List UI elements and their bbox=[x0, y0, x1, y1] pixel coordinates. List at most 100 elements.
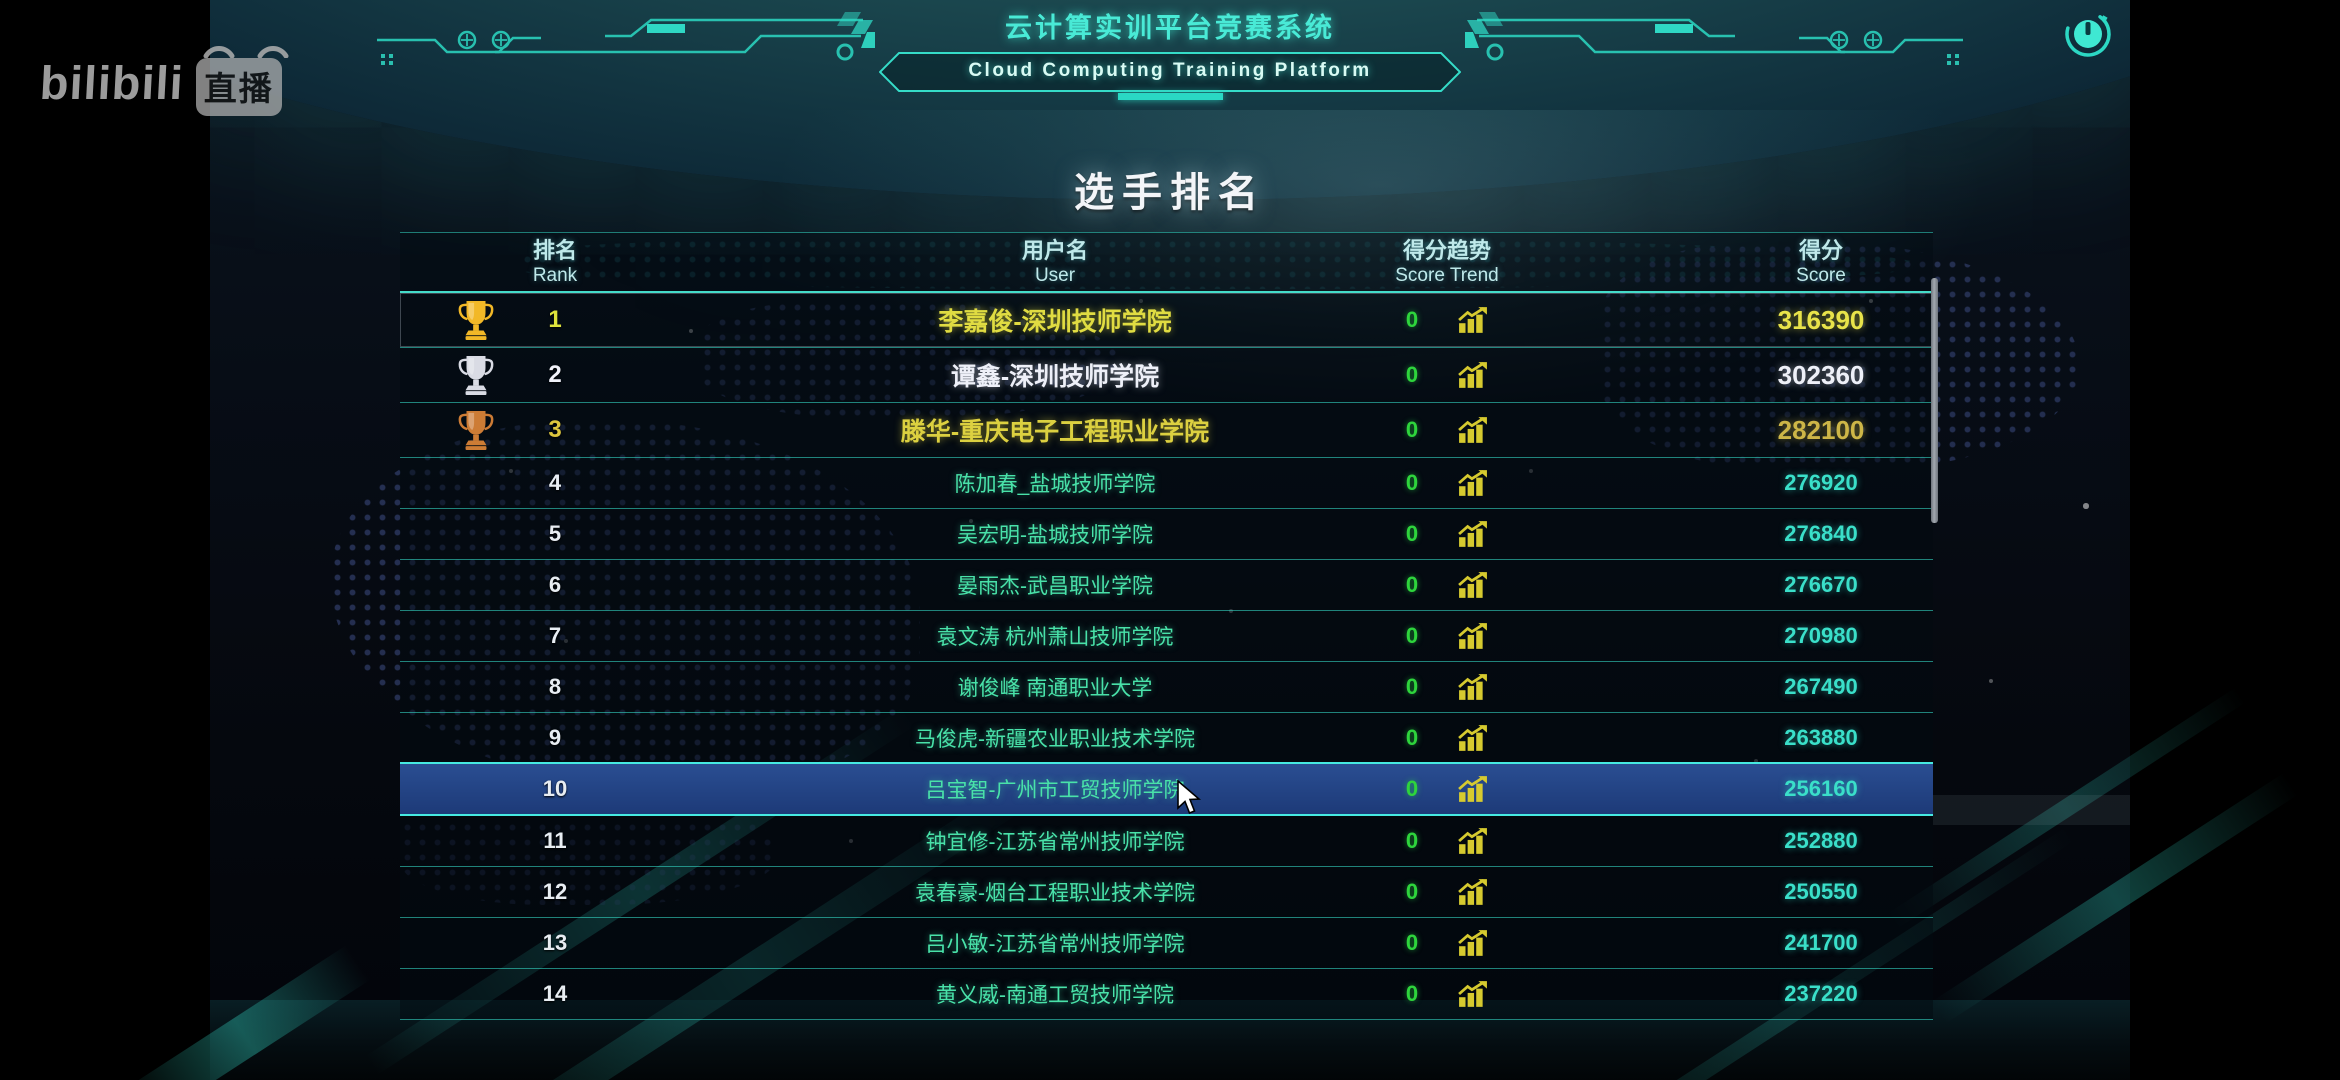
user-cell: 黄义威-南通工贸技师学院 bbox=[710, 969, 1400, 1019]
trend-cell: 0 bbox=[1327, 867, 1567, 917]
column-header-user: 用户名 User bbox=[710, 233, 1400, 291]
trend-cell: 0 bbox=[1327, 293, 1567, 347]
app-subtitle: Cloud Computing Training Platform bbox=[968, 60, 1372, 81]
column-header-score: 得分 Score bbox=[1671, 233, 1971, 291]
table-row[interactable]: 11 钟宜修-江苏省常州技师学院 0 bbox=[400, 816, 1933, 867]
table-row[interactable]: 4 陈加春_盐城技师学院 0 bbox=[400, 458, 1933, 509]
rank-cell: 12 bbox=[435, 867, 675, 917]
score-value: 316390 bbox=[1777, 304, 1865, 335]
column-header-score-trend: 得分趋势 Score Trend bbox=[1327, 233, 1567, 291]
table-scrollbar-thumb[interactable] bbox=[1931, 278, 1938, 523]
table-row[interactable]: 2 谭鑫-深圳技师学院 0 bbox=[400, 348, 1933, 403]
score-value: 252880 bbox=[1784, 828, 1858, 853]
column-label-cn: 用户名 bbox=[1021, 237, 1088, 263]
rank-number: 8 bbox=[548, 674, 562, 699]
rank-cell: 1 bbox=[435, 293, 675, 347]
user-cell: 袁文涛 杭州萧山技师学院 bbox=[710, 611, 1400, 661]
rising-bar-chart-icon bbox=[1458, 623, 1488, 649]
table-row[interactable]: 13 吕小敏-江苏省常州技师学院 0 bbox=[400, 918, 1933, 969]
score-value: 276920 bbox=[1784, 470, 1858, 495]
score-value: 276840 bbox=[1784, 521, 1858, 546]
user-cell: 谭鑫-深圳技师学院 bbox=[710, 348, 1400, 402]
rising-bar-chart-icon bbox=[1458, 417, 1488, 443]
table-body: 1 李嘉俊-深圳技师学院 0 bbox=[400, 293, 1933, 1020]
table-row[interactable]: 14 黄义威-南通工贸技师学院 0 bbox=[400, 969, 1933, 1020]
table-row[interactable]: 7 袁文涛 杭州萧山技师学院 0 bbox=[400, 611, 1933, 662]
trend-value: 0 bbox=[1405, 725, 1419, 750]
rank-cell: 14 bbox=[435, 969, 675, 1019]
rank-number: 9 bbox=[548, 725, 562, 750]
score-value: 270980 bbox=[1784, 623, 1858, 648]
table-row[interactable]: 9 马俊虎-新疆农业职业技术学院 0 bbox=[400, 713, 1933, 764]
score-value: 302360 bbox=[1777, 359, 1865, 390]
rising-bar-chart-icon bbox=[1458, 521, 1488, 547]
score-value: 250550 bbox=[1784, 879, 1858, 904]
bilibili-live-watermark: bilibili 直播 bbox=[38, 46, 289, 116]
table-row[interactable]: 8 谢俊峰 南通职业大学 0 bbox=[400, 662, 1933, 713]
trend-cell: 0 bbox=[1327, 509, 1567, 559]
user-cell: 马俊虎-新疆农业职业技术学院 bbox=[710, 713, 1400, 763]
user-cell: 袁春豪-烟台工程职业技术学院 bbox=[710, 867, 1400, 917]
app-title: 云计算实训平台竞赛系统 bbox=[1005, 13, 1335, 43]
score-value: 276670 bbox=[1784, 572, 1858, 597]
rank-cell: 4 bbox=[435, 458, 675, 508]
table-header: 排名 Rank 用户名 User 得分趋势 Score Trend 得分 Sco… bbox=[400, 232, 1933, 293]
trend-cell: 0 bbox=[1327, 816, 1567, 866]
score-cell: 276670 bbox=[1671, 560, 1971, 610]
trend-cell: 0 bbox=[1327, 403, 1567, 457]
column-label-cn: 得分趋势 bbox=[1402, 237, 1491, 263]
live-badge: 直播 bbox=[195, 46, 289, 116]
user-cell: 晏雨杰-武昌职业学院 bbox=[710, 560, 1400, 610]
user-name: 晏雨杰-武昌职业学院 bbox=[957, 575, 1153, 598]
rising-bar-chart-icon bbox=[1458, 362, 1488, 388]
score-cell: 276920 bbox=[1671, 458, 1971, 508]
rank-number: 12 bbox=[542, 879, 568, 904]
score-cell: 263880 bbox=[1671, 713, 1971, 763]
trend-value: 0 bbox=[1405, 930, 1419, 955]
rank-number: 11 bbox=[543, 828, 567, 853]
antenna-icon bbox=[203, 46, 289, 58]
trophy-icon bbox=[457, 353, 495, 397]
table-row[interactable]: 12 袁春豪-烟台工程职业技术学院 0 bbox=[400, 867, 1933, 918]
ranking-table: 排名 Rank 用户名 User 得分趋势 Score Trend 得分 Sco… bbox=[400, 232, 1933, 1020]
table-row[interactable]: 1 李嘉俊-深圳技师学院 0 bbox=[400, 293, 1933, 348]
trend-value: 0 bbox=[1405, 623, 1419, 648]
score-value: 241700 bbox=[1784, 930, 1858, 955]
rising-bar-chart-icon bbox=[1458, 470, 1488, 496]
rising-bar-chart-icon bbox=[1458, 879, 1488, 905]
rank-number: 7 bbox=[548, 623, 562, 648]
rising-bar-chart-icon bbox=[1458, 930, 1488, 956]
table-row[interactable]: 5 吴宏明-盐城技师学院 0 bbox=[400, 509, 1933, 560]
trend-value: 0 bbox=[1405, 362, 1419, 387]
score-cell: 316390 bbox=[1671, 293, 1971, 347]
circuit-decoration-left bbox=[377, 12, 875, 65]
trend-cell: 0 bbox=[1327, 458, 1567, 508]
rising-bar-chart-icon bbox=[1458, 776, 1488, 802]
rank-number: 4 bbox=[548, 470, 562, 495]
trend-value: 0 bbox=[1405, 307, 1419, 332]
mouse-cursor bbox=[1177, 780, 1202, 815]
banner-hexagon-frame bbox=[879, 52, 1461, 92]
rising-bar-chart-icon bbox=[1458, 828, 1488, 854]
score-value: 237220 bbox=[1784, 981, 1858, 1006]
trend-value: 0 bbox=[1405, 879, 1419, 904]
trend-cell: 0 bbox=[1327, 560, 1567, 610]
timer-clock-icon[interactable] bbox=[2062, 8, 2114, 60]
column-label-en: User bbox=[1034, 264, 1076, 286]
rank-number: 2 bbox=[548, 361, 562, 388]
table-row[interactable]: 6 晏雨杰-武昌职业学院 0 bbox=[400, 560, 1933, 611]
column-label-en: Rank bbox=[532, 264, 578, 286]
bilibili-logo-text: bilibili bbox=[38, 55, 186, 109]
rank-cell: 8 bbox=[435, 662, 675, 712]
user-name: 谢俊峰 南通职业大学 bbox=[957, 677, 1153, 700]
trophy-icon bbox=[457, 298, 495, 342]
rank-cell: 9 bbox=[435, 713, 675, 763]
user-name: 吕小敏-江苏省常州技师学院 bbox=[925, 933, 1185, 956]
table-row[interactable]: 10 吕宝智-广州市工贸技师学院 0 bbox=[400, 762, 1933, 816]
rank-cell: 7 bbox=[435, 611, 675, 661]
user-cell: 吕小敏-江苏省常州技师学院 bbox=[710, 918, 1400, 968]
score-cell: 267490 bbox=[1671, 662, 1971, 712]
user-cell: 滕华-重庆电子工程职业学院 bbox=[710, 403, 1400, 457]
score-cell: 302360 bbox=[1671, 348, 1971, 402]
table-row[interactable]: 3 滕华-重庆电子工程职业学院 0 bbox=[400, 403, 1933, 458]
